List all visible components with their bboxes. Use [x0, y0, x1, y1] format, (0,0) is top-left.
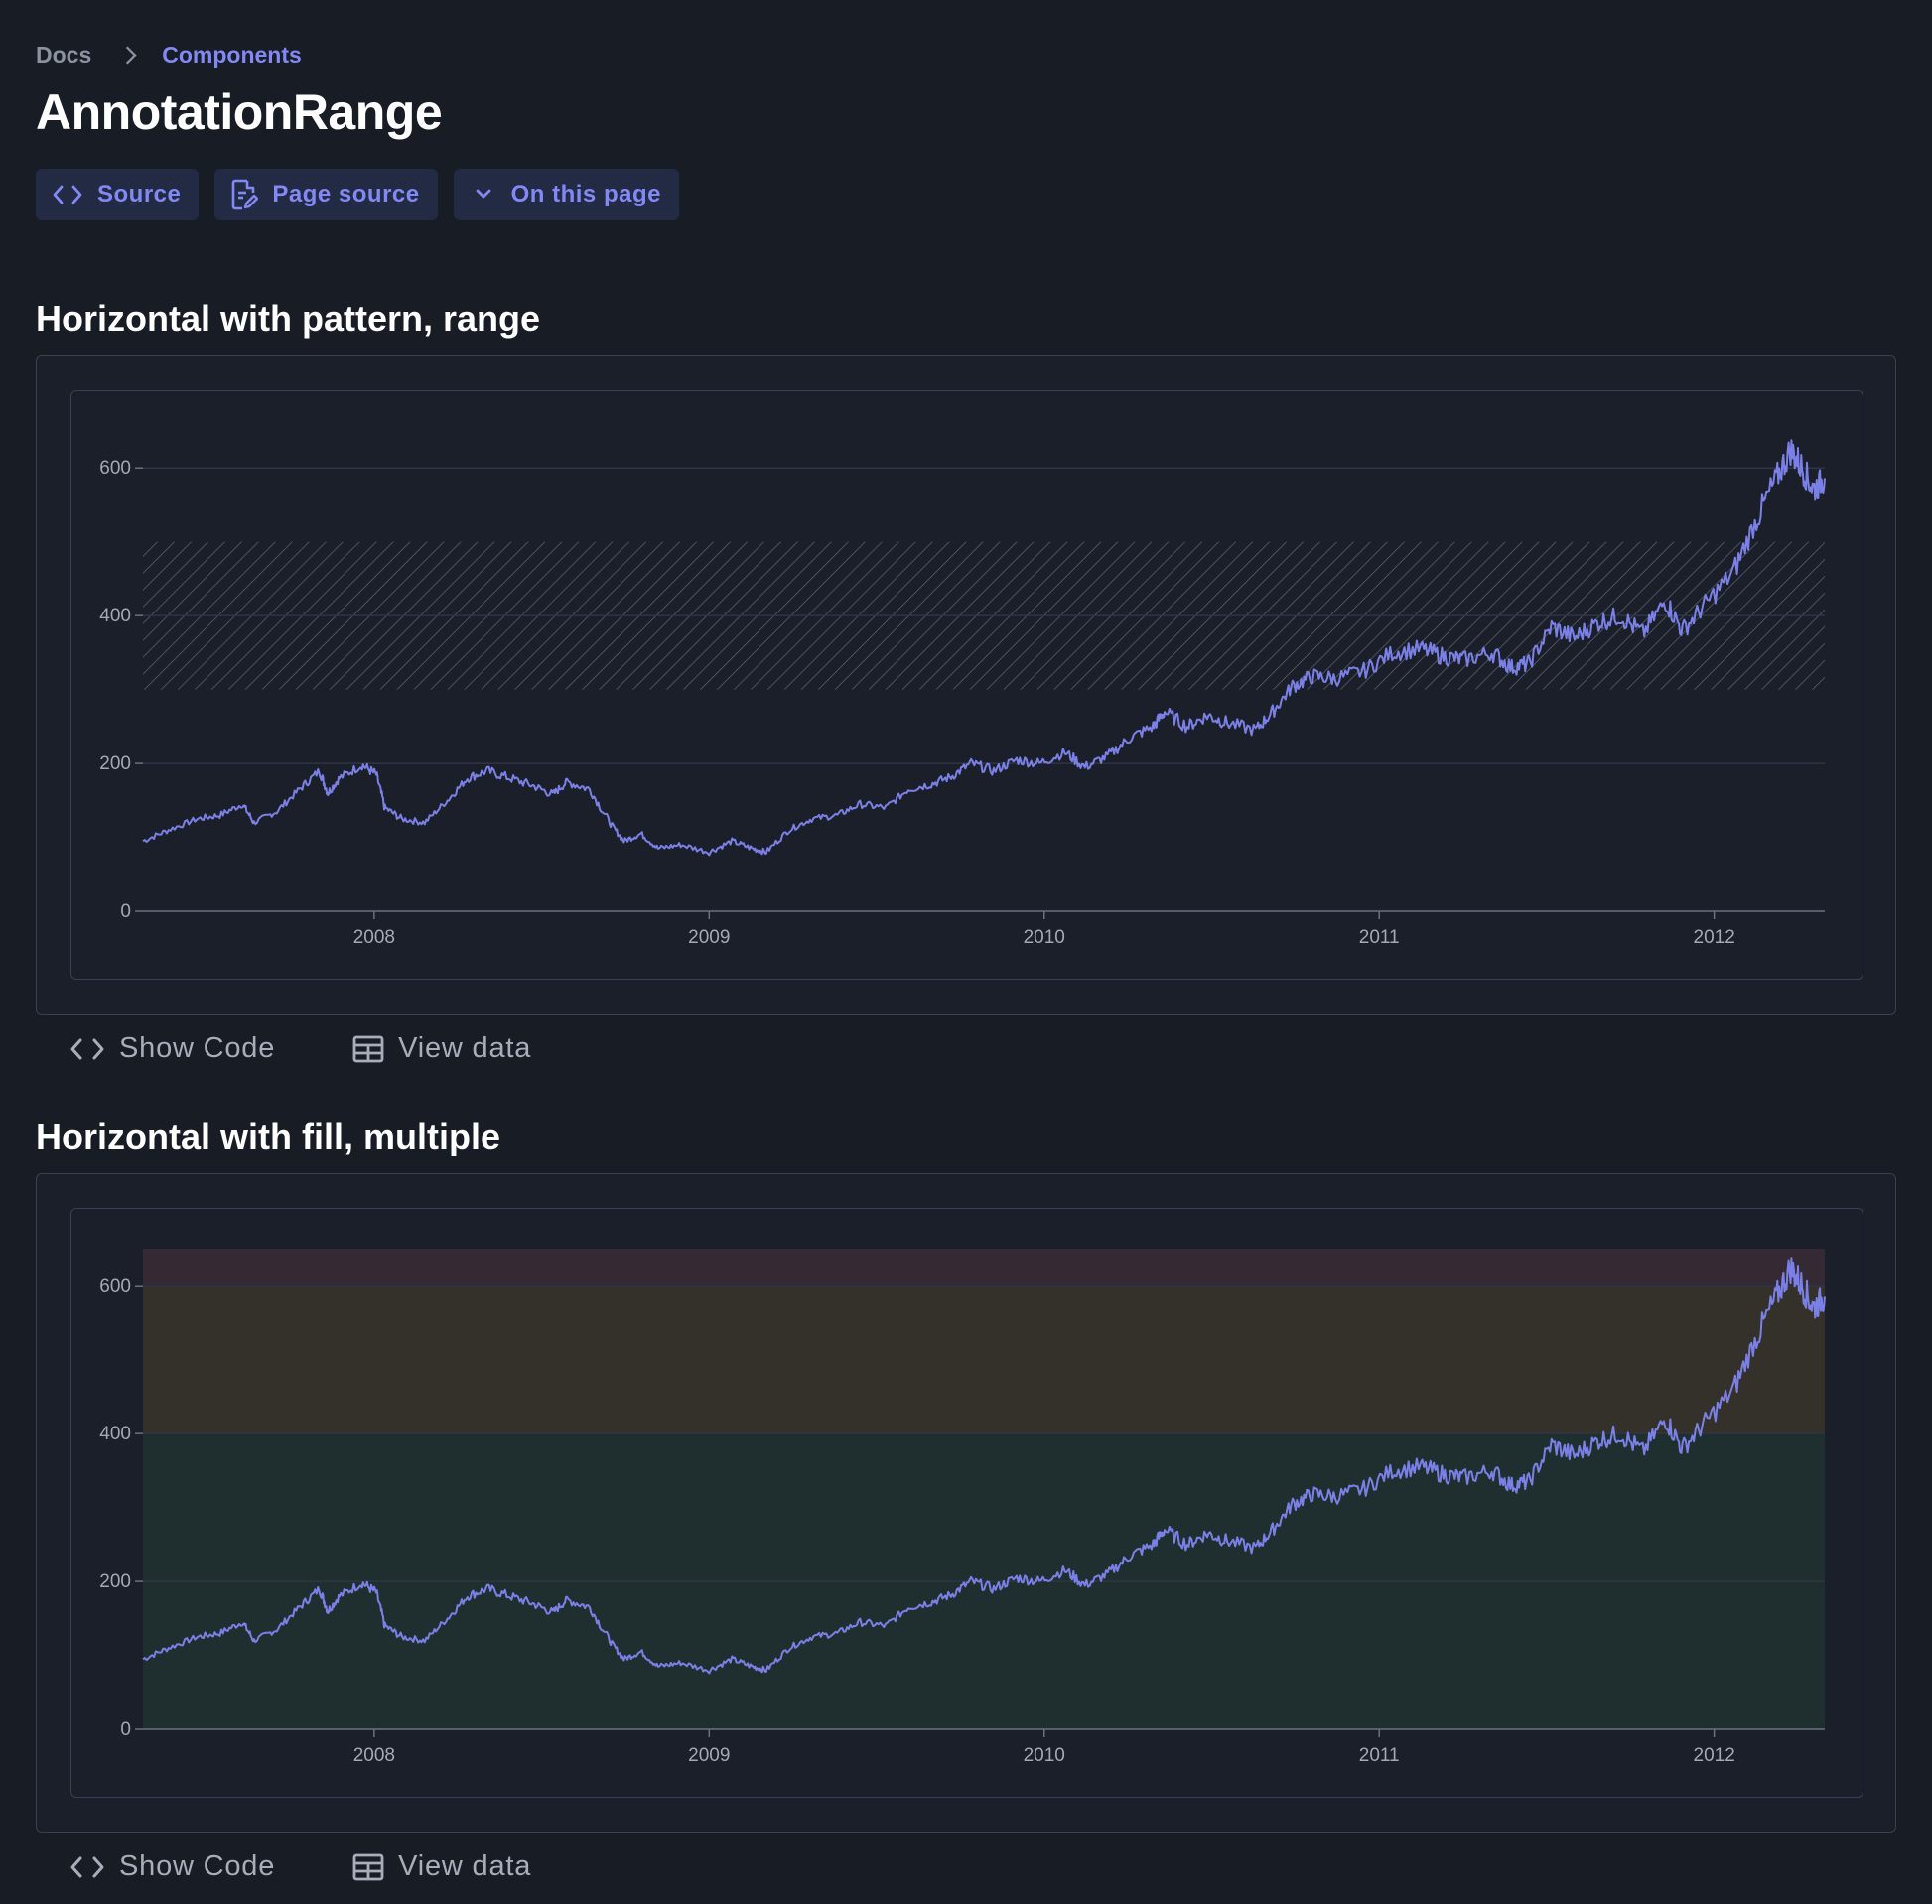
- x-tick-label: 2008: [353, 1745, 395, 1766]
- breadcrumb-components-link[interactable]: Components: [162, 42, 302, 68]
- demo-frame-fill-multiple: 0 200 400 600 2008 2009 2010 2011 2012: [36, 1173, 1896, 1833]
- demo-frame-pattern-range: 0 200 400 600 2008 2009 2010 2011 2012: [36, 355, 1896, 1015]
- page-source-button-label: Page source: [272, 181, 420, 207]
- y-tick-label: 600: [99, 458, 131, 478]
- annotation-range-amber: [143, 1286, 1825, 1434]
- y-tick-label: 400: [99, 1424, 131, 1444]
- y-tick-label: 0: [120, 1719, 131, 1740]
- x-tick-label: 2011: [1359, 927, 1400, 948]
- view-data-button[interactable]: View data: [352, 1850, 531, 1883]
- x-tick-label: 2008: [353, 927, 395, 948]
- code-icon: [69, 1036, 105, 1062]
- show-code-button[interactable]: Show Code: [69, 1850, 275, 1883]
- source-button-label: Source: [97, 181, 182, 207]
- x-tick-label: 2010: [1024, 927, 1065, 948]
- x-tick-label: 2009: [688, 927, 730, 948]
- page-title: AnnotationRange: [36, 84, 443, 140]
- breadcrumb: Docs Components: [36, 42, 302, 68]
- y-tick-label: 200: [99, 753, 131, 774]
- view-data-label: View data: [398, 1032, 532, 1064]
- x-tick-label: 2012: [1694, 1745, 1735, 1766]
- section-title-pattern-range: Horizontal with pattern, range: [36, 298, 541, 339]
- view-data-button[interactable]: View data: [352, 1032, 531, 1065]
- y-tick-label: 400: [99, 606, 131, 626]
- x-tick-label: 2012: [1694, 927, 1735, 948]
- chart-card: 0 200 400 600 2008 2009 2010 2011 2012: [70, 390, 1863, 980]
- x-tick-label: 2009: [688, 1745, 730, 1766]
- show-code-button[interactable]: Show Code: [69, 1032, 275, 1065]
- chevron-down-icon: [470, 185, 497, 204]
- series-line: [142, 439, 1826, 857]
- source-button[interactable]: Source: [36, 169, 200, 220]
- show-code-label: Show Code: [119, 1850, 276, 1882]
- x-tick-label: 2011: [1359, 1745, 1400, 1766]
- code-icon: [52, 184, 83, 205]
- file-edit-icon: [230, 179, 259, 210]
- section-title-fill-multiple: Horizontal with fill, multiple: [36, 1116, 500, 1156]
- y-tick-label: 200: [99, 1571, 131, 1592]
- on-this-page-button[interactable]: On this page: [453, 169, 679, 220]
- page-source-button[interactable]: Page source: [214, 169, 438, 220]
- line-chart-fill-multiple: 0 200 400 600 2008 2009 2010 2011 2012: [99, 1249, 1826, 1766]
- on-this-page-button-label: On this page: [510, 181, 661, 207]
- x-tick-label: 2010: [1024, 1745, 1065, 1766]
- table-icon: [352, 1853, 384, 1881]
- y-tick-label: 0: [120, 901, 131, 922]
- series-line: [142, 1257, 1826, 1675]
- code-icon: [69, 1854, 105, 1880]
- line-chart-pattern-range: 0 200 400 600 2008 2009 2010 2011 2012: [99, 439, 1826, 948]
- y-tick-label: 600: [99, 1276, 131, 1296]
- table-icon: [352, 1035, 384, 1063]
- show-code-label: Show Code: [119, 1032, 276, 1064]
- annotation-range-red: [143, 1249, 1825, 1287]
- view-data-label: View data: [398, 1850, 532, 1882]
- page-toolbar: Source Page source On this page: [36, 169, 679, 220]
- demo-actions-2: Show Code View data: [69, 1850, 531, 1883]
- chevron-right-icon: [118, 46, 137, 65]
- demo-actions-1: Show Code View data: [69, 1032, 531, 1065]
- breadcrumb-docs-link[interactable]: Docs: [36, 42, 92, 68]
- chart-card: 0 200 400 600 2008 2009 2010 2011 2012: [70, 1208, 1863, 1798]
